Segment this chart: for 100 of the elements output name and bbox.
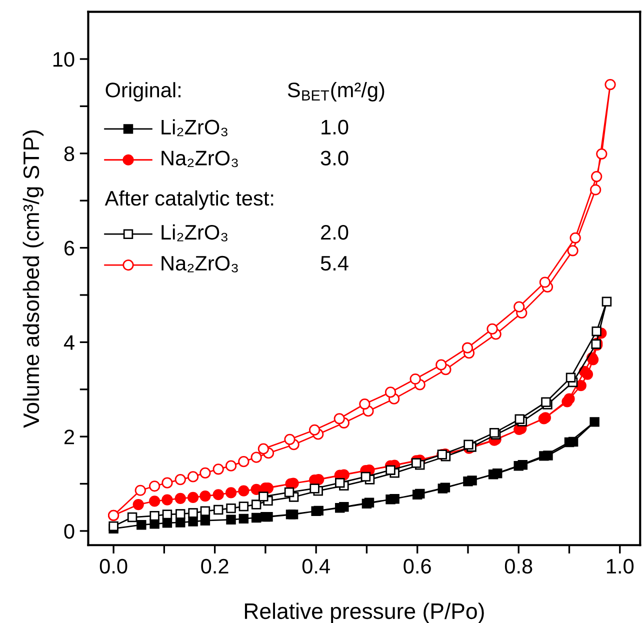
point (492, 468, 502, 478)
point (575, 380, 586, 392)
point (127, 512, 138, 522)
point (543, 450, 553, 460)
point (136, 520, 146, 530)
point (415, 488, 425, 499)
point (334, 413, 345, 424)
point (238, 502, 249, 512)
point (604, 78, 616, 90)
point (590, 417, 600, 427)
point (226, 503, 236, 514)
point (238, 485, 250, 496)
point (384, 386, 396, 398)
point (411, 458, 422, 468)
point (514, 301, 525, 312)
point (251, 500, 262, 510)
point (310, 484, 320, 494)
point (200, 490, 211, 502)
point (162, 494, 173, 506)
point (364, 498, 374, 508)
point (518, 460, 528, 470)
annotation: 5.4 (320, 256, 348, 271)
point (225, 487, 237, 498)
point (176, 509, 186, 519)
y-tick-label: 6 (64, 240, 74, 256)
point (539, 276, 550, 288)
point (200, 516, 210, 526)
point (238, 456, 250, 468)
point (567, 245, 578, 256)
point (132, 498, 144, 510)
point (568, 436, 578, 447)
point (591, 170, 602, 182)
point (541, 397, 551, 407)
annotation: 3.0 (320, 150, 348, 166)
point (566, 372, 576, 382)
point (187, 471, 199, 482)
y-tick-label: 0 (64, 524, 74, 539)
annotation: Original: (106, 82, 180, 102)
point (578, 366, 590, 378)
point (314, 506, 324, 516)
x-tick-label: 1.0 (606, 558, 634, 574)
point (390, 494, 400, 504)
point (251, 512, 262, 523)
annotation: S$_{BET}$(m²/g) (288, 82, 384, 102)
point (200, 506, 210, 516)
legend-label: Na₂ZrO₃ (162, 256, 238, 272)
point (200, 467, 211, 478)
point (309, 424, 320, 436)
point (590, 184, 602, 196)
point (564, 393, 575, 404)
y-tick-label: 2 (64, 430, 74, 444)
x-tick-label: 0.8 (504, 558, 532, 574)
point (436, 359, 447, 370)
x-tick-label: 0.2 (201, 558, 228, 574)
annotation: 2.0 (321, 224, 348, 240)
point (359, 398, 370, 410)
point (570, 232, 581, 244)
point (212, 464, 224, 475)
point (335, 478, 345, 488)
y-tick-label: 4 (64, 335, 74, 350)
point (288, 510, 298, 520)
point (238, 514, 249, 524)
point (467, 476, 477, 486)
point (226, 514, 236, 524)
point (514, 414, 524, 424)
annotation: After catalytic test: (104, 190, 274, 210)
annotation: 1.0 (322, 120, 348, 135)
point (464, 440, 474, 450)
point (188, 516, 198, 526)
x-tick-label: 0.6 (404, 558, 431, 574)
point (150, 511, 160, 521)
legend-label: Li₂ZrO₃ (162, 224, 228, 242)
point (162, 477, 173, 488)
point (360, 472, 371, 482)
point (108, 521, 118, 532)
point (187, 492, 199, 504)
point (258, 492, 268, 502)
point (386, 465, 396, 475)
point (188, 508, 198, 518)
point (149, 480, 160, 492)
point (162, 510, 172, 520)
y-tick-label: 8 (64, 146, 74, 162)
point (410, 373, 421, 385)
point (225, 460, 237, 472)
point (258, 443, 269, 454)
point (284, 487, 294, 498)
point (596, 148, 608, 160)
x-tick-label: 0.4 (302, 558, 330, 574)
point (263, 512, 273, 522)
point (440, 482, 450, 492)
point (134, 484, 146, 496)
legend-label: Li₂ZrO₃ (162, 119, 228, 136)
x-axis-title: Relative pressure (P/Po) (244, 602, 484, 623)
legend-label: Na₂ZrO₃ (162, 150, 238, 168)
y-tick-label: 10 (53, 52, 74, 67)
point (462, 342, 474, 354)
point (250, 452, 262, 463)
point (284, 434, 296, 445)
point (213, 504, 224, 515)
point (602, 296, 612, 306)
